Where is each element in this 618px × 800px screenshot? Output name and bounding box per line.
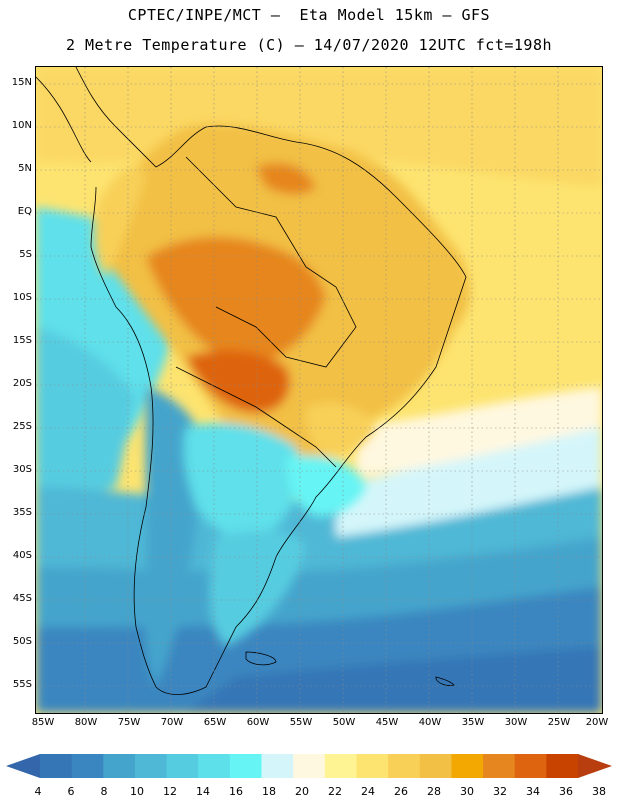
lat-label-5s: 5S — [19, 249, 32, 260]
colorbar-cell-30-32 — [451, 754, 484, 778]
lat-label-5n: 5N — [18, 163, 32, 174]
colorbar-label-26: 26 — [394, 785, 408, 798]
temperature-field — [36, 67, 602, 713]
colorbar-cell-16-18 — [229, 754, 263, 778]
pacific-band-2 — [36, 327, 136, 507]
colorbar — [6, 754, 612, 778]
colorbar-high-arrow — [578, 754, 612, 778]
map-subtitle: 2 Metre Temperature (C) – 14/07/2020 12U… — [65, 36, 553, 54]
lon-label-70w: 70W — [160, 717, 184, 728]
colorbar-cell-10-12 — [134, 754, 168, 778]
atlantic-mild-band — [356, 387, 602, 477]
colorbar-label-18: 18 — [262, 785, 276, 798]
lon-label-20w: 20W — [585, 717, 609, 728]
south-georgia-outline — [435, 676, 455, 686]
temperature-map — [35, 66, 603, 714]
patagonia-cool — [209, 530, 306, 647]
lon-label-65w: 65W — [203, 717, 227, 728]
lon-label-45w: 45W — [375, 717, 399, 728]
lat-label-15s: 15S — [12, 335, 32, 346]
south-america-outline — [75, 67, 467, 695]
lon-label-85w: 85W — [31, 717, 55, 728]
colorbar-cell-18-20 — [261, 754, 294, 778]
lon-label-55w: 55W — [289, 717, 313, 728]
colorbar-cell-32-34 — [483, 754, 516, 778]
colorbar-cell-36-38 — [546, 754, 579, 778]
lat-label-30s: 30S — [12, 464, 32, 475]
map-title: CPTEC/INPE/MCT – Eta Model 15km – GFS — [127, 6, 491, 24]
colorbar-cell-26-28 — [388, 754, 421, 778]
colorbar-cell-8-10 — [103, 754, 136, 778]
colorbar-label-22: 22 — [328, 785, 342, 798]
lat-label-55s: 55S — [12, 679, 32, 690]
colorbar-label-8: 8 — [100, 785, 108, 798]
lat-label-35s: 35S — [12, 507, 32, 518]
colorbar-cell-14-16 — [198, 754, 231, 778]
colorbar-low-arrow — [6, 754, 40, 778]
colorbar-cell-22-24 — [324, 754, 357, 778]
colorbar-label-14: 14 — [196, 785, 210, 798]
lon-label-30w: 30W — [504, 717, 528, 728]
colorbar-cell-20-22 — [293, 754, 326, 778]
colorbar-label-30: 30 — [460, 785, 474, 798]
colorbar-label-16: 16 — [229, 785, 243, 798]
lat-label-40s: 40S — [12, 550, 32, 561]
lon-label-35w: 35W — [461, 717, 485, 728]
colorbar-cell-4-6 — [40, 754, 73, 778]
amazon-hot-core — [146, 237, 326, 361]
colorbar-cell-12-14 — [166, 754, 199, 778]
colorbar-label-20: 20 — [295, 785, 309, 798]
colorbar-label-4: 4 — [34, 785, 42, 798]
lat-label-10s: 10S — [12, 292, 32, 303]
colorbar-cell-24-26 — [356, 754, 389, 778]
colorbar-cell-28-30 — [419, 754, 452, 778]
lon-label-60w: 60W — [246, 717, 270, 728]
colorbar-label-34: 34 — [526, 785, 540, 798]
lat-label-20s: 20S — [12, 378, 32, 389]
central-america-outline — [36, 76, 92, 163]
colorbar-cell-34-36 — [514, 754, 547, 778]
lat-label-25s: 25S — [12, 421, 32, 432]
lon-label-25w: 25W — [547, 717, 571, 728]
lon-label-80w: 80W — [74, 717, 98, 728]
lon-label-50w: 50W — [332, 717, 356, 728]
colorbar-label-28: 28 — [427, 785, 441, 798]
southern-band-4 — [186, 647, 602, 713]
lat-label-45s: 45S — [12, 593, 32, 604]
colorbar-label-10: 10 — [130, 785, 144, 798]
colorbar-label-6: 6 — [67, 785, 75, 798]
falklands-outline — [245, 651, 277, 666]
argentina-central-cool — [184, 423, 300, 538]
southern-brazil-warm — [305, 403, 376, 457]
country-borders-south — [175, 366, 337, 468]
colorbar-cell-6-8 — [71, 754, 104, 778]
colorbar-label-38: 38 — [592, 785, 606, 798]
lon-label-75w: 75W — [117, 717, 141, 728]
colorbar-label-36: 36 — [559, 785, 573, 798]
andes-north-cool — [94, 167, 146, 277]
colorbar-cells — [40, 754, 579, 778]
lat-label-50s: 50S — [12, 636, 32, 647]
bolivia-hot-spot — [186, 350, 290, 413]
lat-label-15n: 15N — [11, 77, 32, 88]
colorbar-label-24: 24 — [361, 785, 375, 798]
colorbar-label-12: 12 — [163, 785, 177, 798]
continent-temperature — [94, 124, 470, 687]
lat-label-10n: 10N — [11, 120, 32, 131]
lon-label-40w: 40W — [418, 717, 442, 728]
venezuela-hot-area — [256, 163, 316, 195]
lat-label-eq: EQ — [17, 206, 32, 217]
colorbar-label-32: 32 — [493, 785, 507, 798]
